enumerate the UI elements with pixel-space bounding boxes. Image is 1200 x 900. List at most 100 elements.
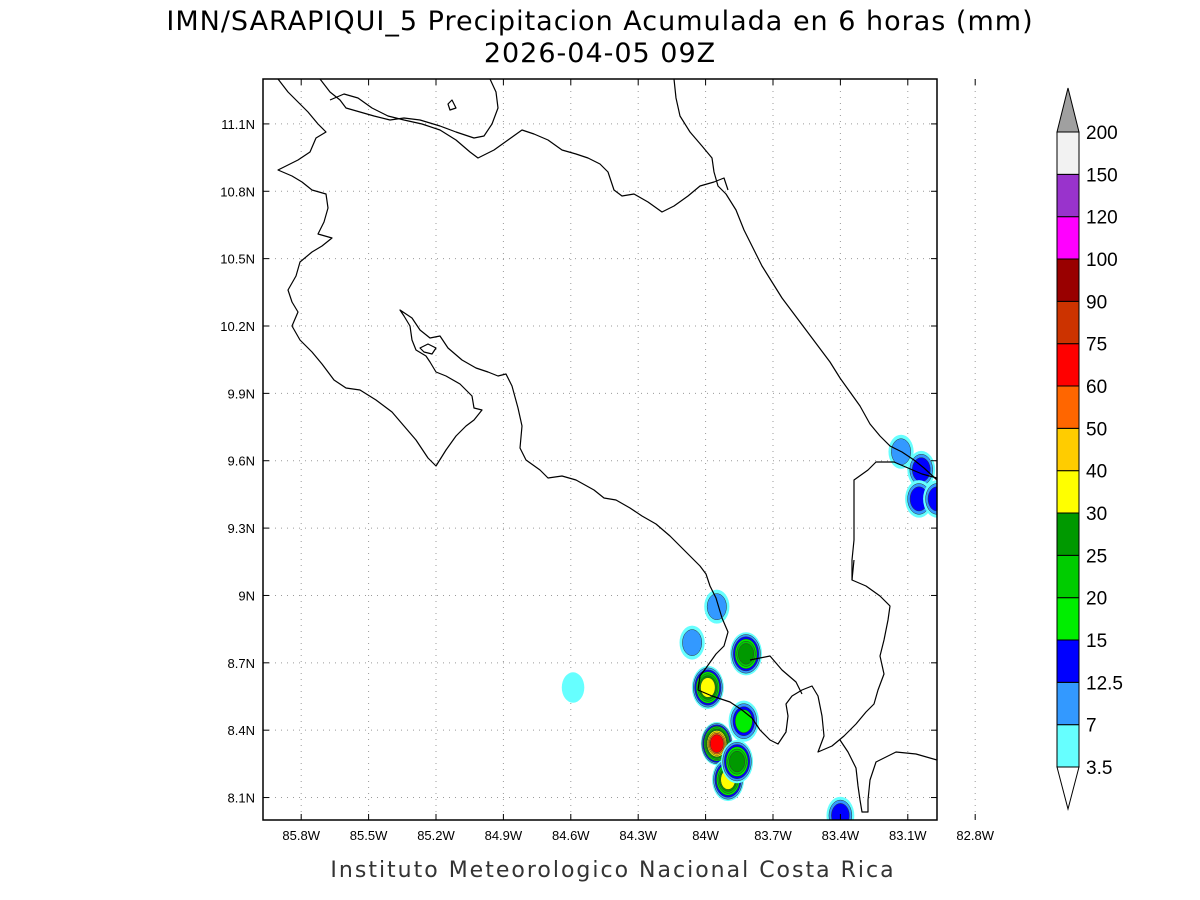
precip-contour	[738, 643, 754, 665]
caribbean-coast	[673, 79, 937, 481]
coastlines-borders	[277, 79, 937, 813]
lake-nicaragua-shore	[277, 79, 937, 753]
lon-tick-label: 85.8W	[282, 828, 320, 843]
colorbar-swatch	[1056, 724, 1080, 768]
precip-contour	[682, 629, 703, 656]
lake-outline	[319, 79, 499, 139]
colorbar-label: 25	[1086, 546, 1107, 567]
lat-tick-label: 8.1N	[228, 791, 255, 806]
colorbar-under-arrow	[1056, 766, 1080, 811]
precip-contour	[561, 672, 585, 703]
colorbar-label: 15	[1086, 631, 1107, 652]
lat-tick-label: 9.6N	[228, 454, 255, 469]
colorbar-label: 40	[1086, 462, 1107, 483]
colorbar-swatch	[1056, 173, 1080, 218]
colorbar-swatch	[1056, 597, 1080, 641]
lon-tick-label: 85.5W	[350, 828, 388, 843]
precip-cell	[973, 514, 1001, 552]
precip-cell	[561, 672, 585, 703]
colorbar-label: 7	[1086, 716, 1097, 737]
precip-cell	[691, 665, 724, 710]
map-frame	[262, 78, 938, 821]
precip-contour	[709, 734, 724, 753]
footer-institution: Instituto Meteorologico Nacional Costa R…	[330, 858, 895, 883]
panama-border	[749, 655, 803, 695]
longitude-axis: 85.8W 85.5W 85.2W 84.9W 84.6W 84.3W 84W 83.7W 83…	[282, 79, 995, 843]
lon-tick-label: 84W	[692, 828, 719, 843]
colorbar-label: 100	[1086, 250, 1118, 271]
lon-tick-label: 82.8W	[956, 828, 994, 843]
colorbar-label: 12.5	[1086, 673, 1123, 694]
colorbar-label: 60	[1086, 377, 1107, 398]
lat-tick-label: 9.3N	[228, 521, 255, 536]
precipitation-field	[561, 434, 1041, 820]
lon-tick-label: 84.9W	[485, 828, 523, 843]
colorbar-swatch	[1056, 427, 1080, 472]
colorbar-label: 50	[1086, 419, 1107, 440]
colorbar-label: 30	[1086, 504, 1107, 525]
precip-contour	[831, 803, 850, 820]
colorbar-label: 200	[1086, 123, 1118, 144]
lon-tick-label: 84.3W	[619, 828, 657, 843]
colorbar-swatch	[1056, 300, 1080, 345]
colorbar-swatch	[1056, 470, 1080, 514]
precip-contour	[975, 517, 998, 548]
precip-cell	[704, 589, 730, 624]
colorbar-label: 75	[1086, 335, 1107, 356]
colorbar-label: 150	[1086, 165, 1118, 186]
precip-cell	[721, 740, 754, 784]
san-juan-border	[329, 93, 729, 213]
precip-contour	[997, 555, 1016, 581]
lon-tick-label: 83.4W	[822, 828, 860, 843]
precip-cell	[826, 796, 855, 820]
colorbar-label: 3.5	[1086, 758, 1112, 779]
lat-tick-label: 9N	[238, 588, 255, 603]
lat-tick-label: 8.7N	[228, 656, 255, 671]
latitude-axis: 11.1N 10.8N 10.5N 10.2N 9.9N 9.6N 9.3N 9N 8.7N 8.…	[220, 117, 937, 806]
precip-cell	[994, 552, 1019, 586]
precip-cell	[923, 480, 937, 518]
precip-contour	[977, 520, 995, 544]
colorbar-swatch	[1056, 681, 1080, 726]
lat-tick-label: 9.9N	[228, 386, 255, 401]
lat-tick-label: 11.1N	[221, 117, 255, 132]
lon-tick-label: 84.6W	[552, 828, 590, 843]
lake-island	[447, 99, 457, 111]
map-subtitle-time: 2026-04-05 09Z	[484, 38, 716, 69]
precip-contour	[729, 751, 745, 773]
map-title: IMN/SARAPIQUI_5 Precipitacion Acumulada …	[166, 6, 1033, 37]
colorbar-over-arrow	[1056, 87, 1080, 133]
colorbar-swatch	[1056, 343, 1080, 387]
colorbar-swatch	[1056, 639, 1080, 683]
precip-contour	[734, 709, 753, 734]
precip-contour	[706, 593, 727, 620]
colorbar-swatch	[1056, 512, 1080, 556]
lon-tick-label: 83.7W	[754, 828, 792, 843]
panama-coast	[839, 559, 937, 813]
lat-tick-label: 8.4N	[228, 723, 255, 738]
colorbar-swatch	[1056, 131, 1080, 175]
colorbar-label: 120	[1086, 208, 1118, 229]
precip-contour	[1018, 450, 1041, 480]
precip-cell	[730, 632, 763, 676]
graticule	[263, 79, 976, 820]
precip-contour	[973, 514, 1001, 552]
lat-tick-label: 10.5N	[220, 252, 255, 267]
lon-tick-label: 83.1W	[889, 828, 927, 843]
lon-tick-label: 85.2W	[417, 828, 455, 843]
colorbar-label: 90	[1086, 292, 1107, 313]
colorbar-label: 20	[1086, 589, 1107, 610]
map-background	[263, 79, 937, 820]
lat-tick-label: 10.8N	[220, 184, 255, 199]
precip-cell	[1018, 450, 1041, 480]
colorbar-swatch	[1056, 554, 1080, 599]
colorbar-legend: 3.5 7 12.5 15 20 25 30 40 50 60 75 90 100 120 150 200	[1056, 87, 1123, 811]
lat-tick-label: 10.2N	[220, 319, 255, 334]
colorbar-swatch	[1056, 258, 1080, 302]
precip-cell	[679, 625, 705, 660]
precip-contour	[994, 552, 1019, 586]
colorbar-swatch	[1056, 216, 1080, 260]
colorbar-swatch	[1056, 385, 1080, 429]
map-panel: 85.8W 85.5W 85.2W 84.9W 84.6W 84.3W 84W 83.7W 83…	[220, 78, 1041, 843]
